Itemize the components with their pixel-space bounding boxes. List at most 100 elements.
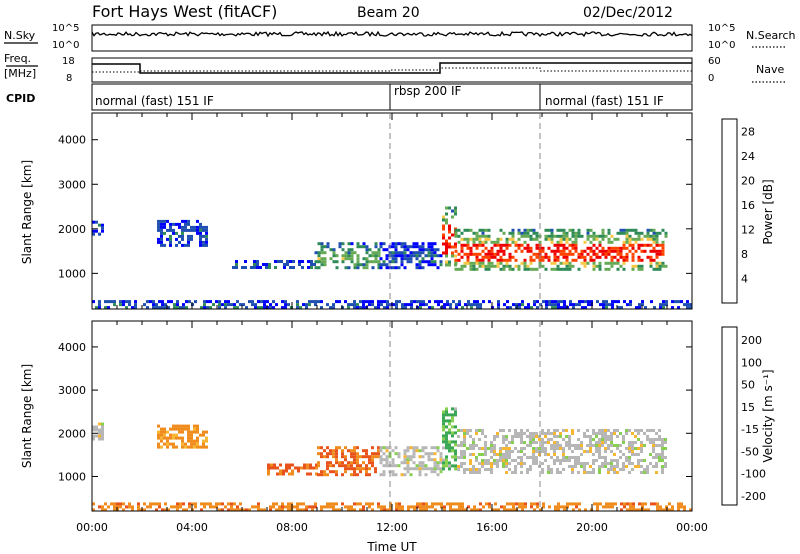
data-cell — [356, 254, 360, 258]
data-cell — [604, 462, 607, 465]
data-cell — [166, 436, 169, 440]
data-cell — [317, 251, 321, 255]
data-cell — [601, 462, 604, 465]
data-cell — [628, 447, 631, 450]
data-cell — [169, 243, 172, 247]
data-cell — [562, 459, 565, 462]
data-cell — [616, 429, 619, 432]
data-cell — [554, 303, 557, 307]
data-cell — [415, 467, 419, 471]
data-cell — [209, 300, 212, 304]
data-cell — [488, 502, 491, 506]
data-cell — [493, 450, 496, 453]
data-cell — [445, 254, 448, 258]
data-cell — [532, 438, 535, 441]
data-cell — [574, 231, 578, 235]
data-cell — [445, 263, 448, 267]
data-cell — [547, 255, 551, 259]
data-cell — [92, 502, 95, 506]
data-cell — [601, 246, 605, 250]
data-cell — [478, 429, 481, 432]
data-cell — [616, 471, 619, 474]
data-cell — [305, 303, 308, 307]
data-cell — [239, 303, 242, 307]
data-cell — [545, 303, 548, 307]
data-cell — [288, 472, 291, 476]
data-cell — [643, 249, 647, 253]
data-cell — [514, 465, 517, 468]
data-cell — [607, 249, 611, 253]
data-cell — [532, 228, 536, 232]
data-cell — [193, 427, 196, 431]
data-cell — [625, 252, 629, 256]
data-cell — [487, 234, 491, 238]
data-cell — [557, 502, 560, 506]
data-cell — [365, 263, 369, 267]
data-cell — [490, 240, 494, 244]
data-cell — [253, 260, 256, 263]
data-cell — [490, 471, 493, 474]
data-cell — [472, 243, 476, 247]
data-cell — [608, 502, 611, 506]
data-cell — [613, 429, 616, 432]
data-cell — [457, 258, 461, 262]
data-cell — [638, 502, 641, 506]
data-cell — [569, 300, 572, 304]
data-cell — [172, 424, 175, 428]
data-cell — [601, 432, 604, 435]
data-cell — [503, 508, 506, 512]
data-cell — [571, 258, 575, 262]
data-cell — [652, 234, 656, 238]
data-cell — [164, 508, 167, 512]
data-cell — [457, 234, 461, 238]
data-cell — [269, 505, 272, 509]
data-cell — [412, 467, 416, 471]
data-cell — [538, 258, 542, 262]
data-cell — [518, 502, 521, 506]
data-cell — [166, 442, 169, 446]
data-cell — [649, 453, 652, 456]
data-cell — [169, 427, 172, 431]
data-cell — [173, 303, 176, 307]
data-cell — [565, 459, 568, 462]
data-cell — [425, 505, 428, 509]
data-cell — [565, 444, 568, 447]
data-cell — [524, 306, 527, 310]
data-cell — [547, 432, 550, 435]
data-cell — [601, 429, 604, 432]
data-cell — [550, 456, 553, 459]
data-cell — [425, 502, 428, 506]
data-cell — [571, 240, 575, 244]
data-cell — [454, 440, 457, 444]
data-cell — [437, 303, 440, 307]
data-cell — [518, 306, 521, 310]
data-cell — [583, 450, 586, 453]
data-cell — [454, 455, 457, 459]
data-cell — [541, 471, 544, 474]
data-cell — [187, 445, 190, 449]
data-cell — [440, 502, 443, 506]
data-cell — [628, 456, 631, 459]
data-cell — [586, 261, 590, 265]
data-cell — [92, 300, 95, 304]
data-cell — [505, 456, 508, 459]
data-cell — [587, 303, 590, 307]
data-cell — [529, 465, 532, 468]
data-cell — [134, 306, 137, 310]
data-cell — [400, 254, 404, 258]
data-cell — [580, 453, 583, 456]
data-cell — [550, 444, 553, 447]
data-cell — [203, 306, 206, 310]
data-cell — [502, 429, 505, 432]
data-cell — [344, 446, 347, 450]
data-cell — [505, 471, 508, 474]
data-cell — [175, 243, 178, 247]
data-cell — [604, 450, 607, 453]
data-cell — [589, 465, 592, 468]
data-cell — [553, 249, 557, 253]
data-cell — [406, 245, 410, 249]
data-cell — [454, 452, 457, 456]
data-cell — [395, 502, 398, 506]
